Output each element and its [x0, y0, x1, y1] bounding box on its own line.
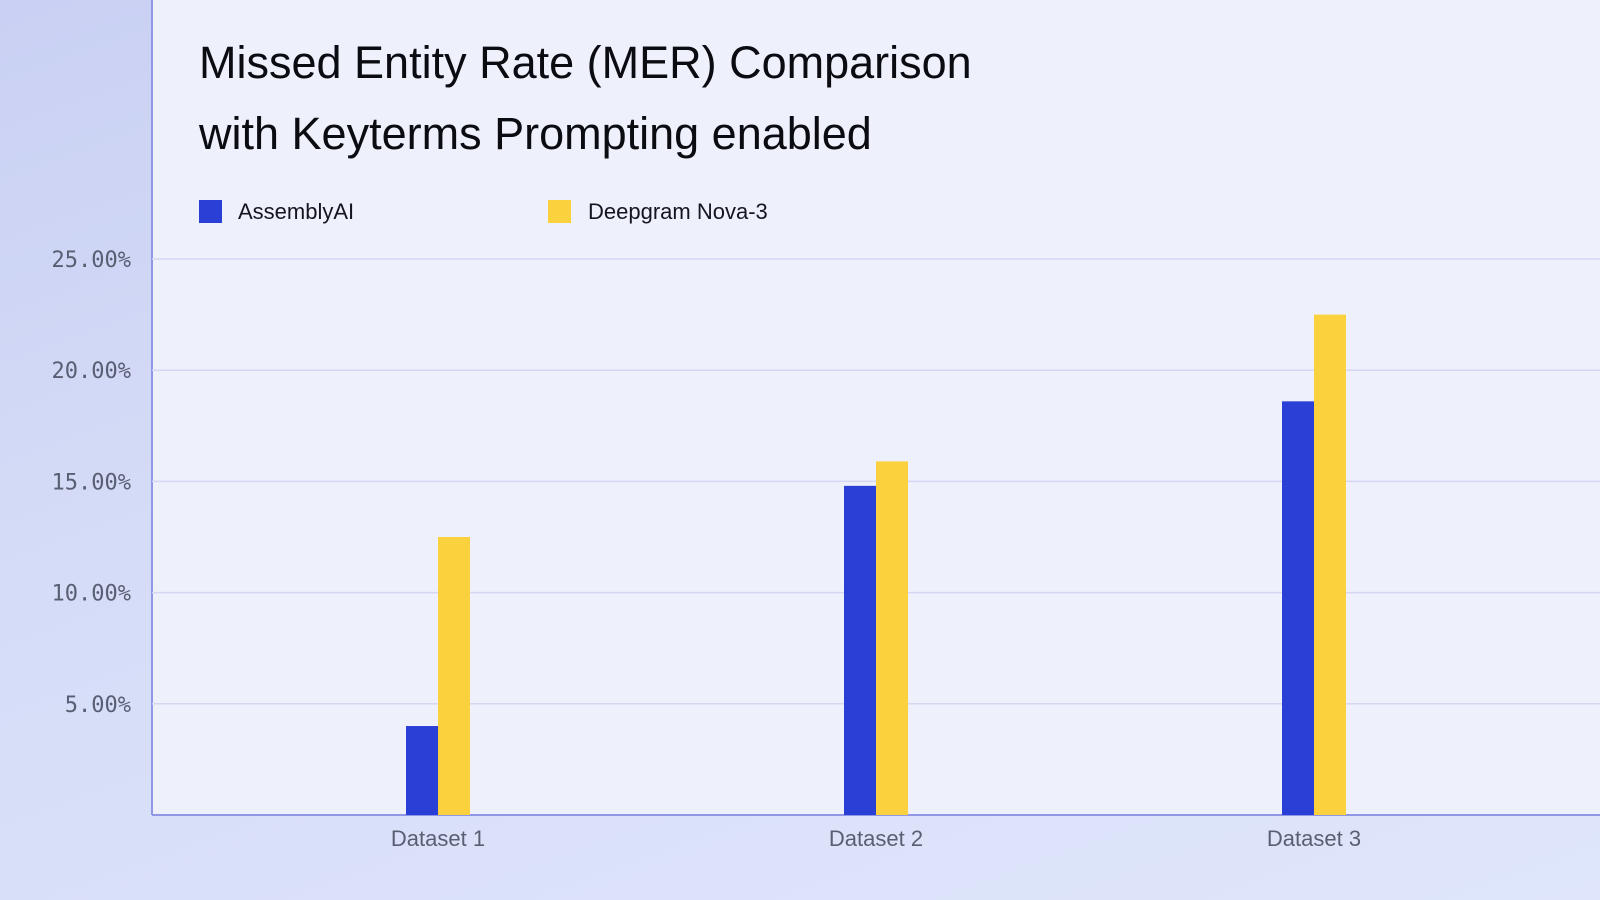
bar-deepgram-nova-3-dataset-3 [1314, 314, 1346, 815]
bar-assemblyai-dataset-2 [844, 485, 876, 815]
chart-title: Missed Entity Rate (MER) Comparison [199, 37, 972, 88]
bar-deepgram-nova-3-dataset-1 [438, 537, 470, 815]
legend-label-deepgram: Deepgram Nova-3 [588, 199, 768, 224]
x-tick-label: Dataset 2 [829, 826, 923, 851]
x-tick-label: Dataset 1 [391, 826, 485, 851]
legend-swatch-assemblyai [199, 200, 222, 223]
y-tick-labels: 5.00% 10.00% 15.00% 20.00% 25.00% [52, 248, 131, 718]
bar-assemblyai-dataset-3 [1282, 401, 1314, 815]
bar-assemblyai-dataset-1 [406, 726, 438, 815]
y-tick-label: 20.00% [52, 359, 131, 384]
legend-swatch-deepgram [548, 200, 571, 223]
y-tick-label: 5.00% [65, 693, 131, 718]
legend-label-assemblyai: AssemblyAI [238, 199, 354, 224]
x-tick-labels: Dataset 1 Dataset 2 Dataset 3 [391, 826, 1361, 851]
y-tick-label: 25.00% [52, 248, 131, 273]
bar-deepgram-nova-3-dataset-2 [876, 461, 908, 815]
y-tick-label: 10.00% [52, 582, 131, 607]
legend: AssemblyAI Deepgram Nova-3 [199, 199, 768, 224]
x-tick-label: Dataset 3 [1267, 826, 1361, 851]
y-tick-label: 15.00% [52, 470, 131, 495]
chart-subtitle: with Keyterms Prompting enabled [198, 108, 872, 159]
bars [406, 314, 1346, 815]
